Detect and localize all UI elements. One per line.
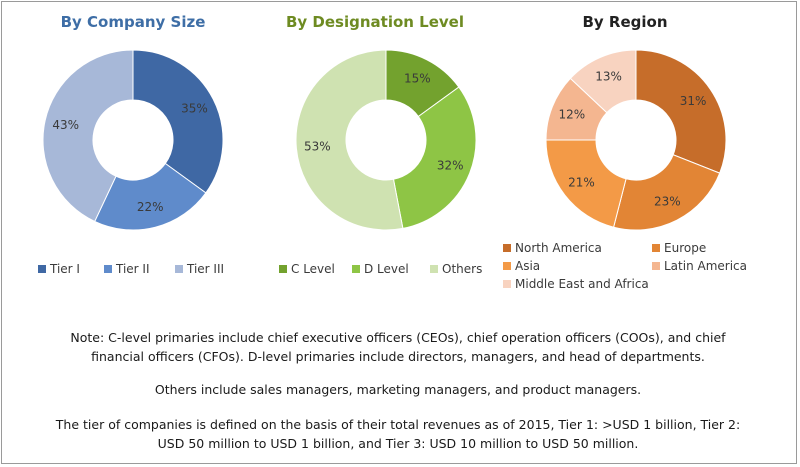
- slice-label-d-level: 32%: [437, 158, 464, 172]
- slice-label-north-america: 31%: [680, 94, 707, 108]
- donut-slice-tier-iii: [42, 49, 134, 223]
- note-line-2: financial officers (CFOs). D-level prima…: [91, 349, 705, 364]
- legend-label: Latin America: [664, 259, 747, 273]
- legend-item-tier-1: Tier I: [38, 262, 80, 276]
- legend-swatch: [503, 244, 511, 252]
- legend-swatch: [652, 244, 660, 252]
- legend-item-europe: Europe: [652, 241, 706, 255]
- note-line-5: USD 50 million to USD 1 billion, and Tie…: [157, 436, 639, 451]
- slice-label-europe: 23%: [654, 194, 681, 208]
- legend-label: Tier II: [116, 262, 150, 276]
- legend-label: D Level: [364, 262, 409, 276]
- donut-slice-tier-ii: [94, 162, 207, 231]
- slice-label-c-level: 15%: [404, 72, 431, 86]
- designation-level-chart-title: By Designation Level: [285, 13, 465, 31]
- donut-slice-tier-i: [132, 49, 224, 194]
- legend-item-latin-america: Latin America: [652, 259, 747, 273]
- legend-item-north-america: North America: [503, 241, 602, 255]
- donut-slice-europe: [613, 154, 721, 231]
- note-line-3: Others include sales managers, marketing…: [154, 382, 642, 397]
- legend-item-d-level: D Level: [352, 262, 409, 276]
- slice-label-tier-i: 35%: [181, 102, 208, 116]
- legend-label: Tier III: [187, 262, 225, 276]
- slice-label-tier-ii: 22%: [137, 200, 164, 214]
- donut-charts: 35% 22% 43% 15% 32% 53% 31% 23% 21% 12% 13%: [42, 49, 727, 231]
- slice-label-middle-east-and-africa: 13%: [595, 70, 622, 84]
- legend-swatch: [503, 280, 511, 288]
- company-size-chart-title: By Company Size: [60, 13, 206, 31]
- legend-label: Asia: [515, 259, 541, 273]
- legend-label: C Level: [291, 262, 335, 276]
- legend-swatch: [652, 262, 660, 270]
- legend-label: Tier I: [50, 262, 80, 276]
- legend-swatch: [352, 265, 360, 273]
- legend-swatch: [175, 265, 183, 273]
- legend-item-middle-east-africa: Middle East and Africa: [503, 277, 649, 291]
- donut-slice-asia: [545, 139, 627, 228]
- legend-label: Europe: [664, 241, 707, 255]
- slice-label-others: 53%: [304, 139, 331, 153]
- note-line-4: The tier of companies is defined on the …: [55, 417, 741, 432]
- legend-swatch: [104, 265, 112, 273]
- donut-slice-middle-east-and-africa: [569, 49, 637, 114]
- legend-item-tier-3: Tier III: [175, 262, 224, 276]
- legend-swatch: [279, 265, 287, 273]
- legend-item-tier-2: Tier II: [104, 262, 150, 276]
- slice-label-latin-america: 12%: [559, 108, 586, 122]
- legend-item-others: Others: [430, 262, 482, 276]
- legend-label: Others: [442, 262, 483, 276]
- legend-item-asia: Asia: [503, 259, 540, 273]
- legend-item-c-level: C Level: [279, 262, 335, 276]
- legend-label: North America: [515, 241, 602, 255]
- donut-slice-others: [295, 49, 404, 231]
- slice-label-tier-iii: 43%: [52, 118, 79, 132]
- donut-slice-north-america: [635, 49, 727, 174]
- donut-slice-d-level: [392, 86, 477, 229]
- region-chart-title: By Region: [582, 13, 668, 31]
- slice-label-asia: 21%: [568, 175, 595, 189]
- legend-swatch: [503, 262, 511, 270]
- legend-swatch: [38, 265, 46, 273]
- note-line-1: Note: C-level primaries include chief ex…: [70, 330, 726, 345]
- legend-swatch: [430, 265, 438, 273]
- legend-label: Middle East and Africa: [515, 277, 649, 291]
